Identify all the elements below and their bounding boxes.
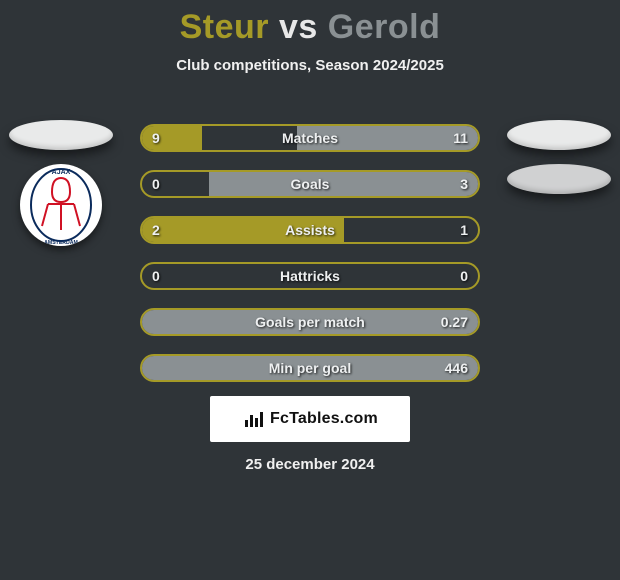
stat-right-fill (142, 356, 478, 380)
right-player-column (504, 120, 614, 194)
stat-row: Goals per match0.27 (140, 308, 480, 336)
player1-name: Steur (180, 8, 269, 46)
stat-row: Goals03 (140, 170, 480, 198)
stat-row: Assists21 (140, 216, 480, 244)
stat-row: Matches911 (140, 124, 480, 152)
stat-label: Hattricks (142, 264, 478, 288)
stat-value-right: 1 (460, 218, 468, 242)
chart-icon (242, 408, 264, 430)
stat-right-fill (142, 310, 478, 334)
stat-right-fill (209, 172, 478, 196)
subtitle: Club competitions, Season 2024/2025 (0, 57, 620, 74)
stat-row: Hattricks0 0 (140, 262, 480, 290)
stat-value-left: 0 (152, 264, 160, 288)
player1-club-badge: AJAX AMSTERDAM (20, 164, 102, 246)
player2-name: Gerold (328, 8, 441, 46)
player2-club-badge-placeholder (507, 164, 611, 194)
stat-value-right: 0 (460, 264, 468, 288)
stat-left-fill (142, 126, 202, 150)
vs-label: vs (279, 8, 318, 46)
player2-avatar-oval (507, 120, 611, 150)
ajax-crest-icon: AJAX AMSTERDAM (20, 164, 102, 246)
comparison-bars: Matches911Goals03Assists21Hattricks00Goa… (140, 124, 480, 400)
stat-value-left: 0 (152, 172, 160, 196)
stat-row: Min per goal446 (140, 354, 480, 382)
source-badge: FcTables.com (210, 396, 410, 442)
left-player-column: AJAX AMSTERDAM (6, 120, 116, 246)
svg-text:AMSTERDAM: AMSTERDAM (44, 240, 78, 246)
svg-text:AJAX: AJAX (52, 169, 71, 176)
player1-avatar-oval (9, 120, 113, 150)
stat-left-fill (142, 218, 344, 242)
stat-right-fill (297, 126, 478, 150)
comparison-title: Steur vs Gerold (0, 0, 620, 47)
date-label: 25 december 2024 (0, 456, 620, 473)
source-name: FcTables.com (270, 410, 378, 428)
